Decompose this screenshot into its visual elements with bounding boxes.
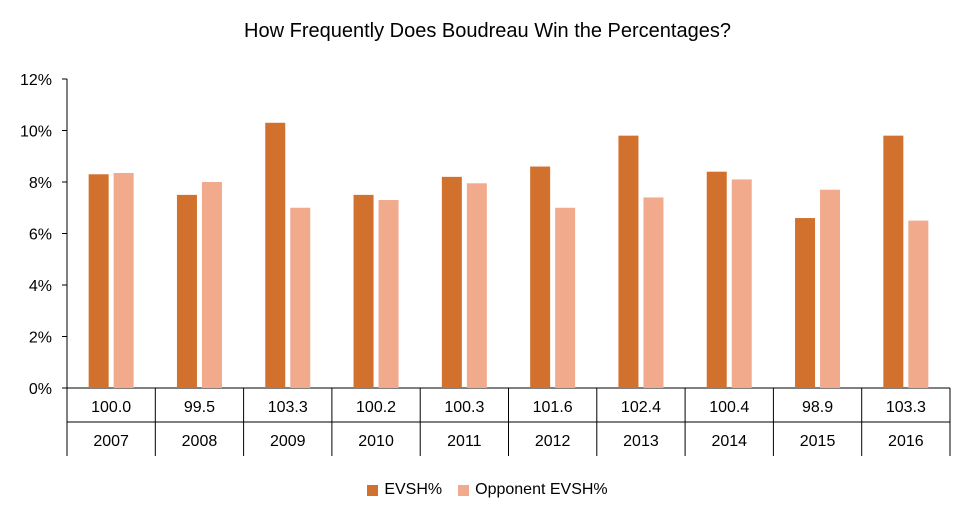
bar-evsh [618,135,639,388]
x-category-label: 2014 [711,433,747,450]
bar-evsh [706,171,727,388]
x-sub-label: 100.4 [709,399,749,416]
y-tick-label: 4% [29,278,52,295]
x-sub-label: 102.4 [621,399,661,416]
x-sub-label: 103.3 [886,399,926,416]
legend: EVSH% Opponent EVSH% [0,481,975,499]
y-tick-label: 10% [20,124,52,141]
bar-opponent-evsh [643,197,664,388]
x-category-label: 2015 [800,433,836,450]
x-sub-label: 100.0 [91,399,131,416]
x-category-label: 2012 [535,433,571,450]
bar-evsh [441,176,462,388]
bar-evsh [88,174,109,388]
bar-opponent-evsh [555,207,576,388]
legend-label-opponent-evsh: Opponent EVSH% [475,481,608,498]
x-sub-label: 100.2 [356,399,396,416]
bar-evsh [353,194,374,388]
y-tick-label: 6% [29,227,52,244]
y-tick-label: 0% [29,381,52,398]
bar-evsh [883,135,904,388]
x-category-label: 2016 [888,433,924,450]
bar-opponent-evsh [731,179,752,388]
bar-evsh [530,166,551,388]
y-tick-label: 8% [29,175,52,192]
bar-evsh [795,218,816,388]
bar-opponent-evsh [201,182,222,388]
x-sub-label: 99.5 [184,399,215,416]
legend-label-evsh: EVSH% [384,481,443,498]
bar-opponent-evsh [290,207,311,388]
legend-swatch-evsh [367,484,379,496]
legend-swatch-opponent-evsh [458,484,470,496]
chart-title: How Frequently Does Boudreau Win the Per… [244,20,731,42]
y-tick-label: 2% [29,330,52,347]
x-category-label: 2010 [358,433,394,450]
x-category-label: 2007 [93,433,129,450]
bar-opponent-evsh [466,183,487,388]
x-sub-label: 98.9 [802,399,833,416]
x-category-label: 2009 [270,433,306,450]
x-category-label: 2013 [623,433,659,450]
y-tick-label: 12% [20,72,52,89]
bar-opponent-evsh [113,172,134,388]
bar-opponent-evsh [378,200,399,388]
x-category-label: 2011 [447,433,482,450]
legend-item-evsh: EVSH% [367,481,442,499]
x-category-label: 2008 [182,433,218,450]
bar-evsh [265,122,286,389]
bar-opponent-evsh [820,189,841,388]
legend-item-opponent-evsh: Opponent EVSH% [458,481,608,499]
x-sub-label: 100.3 [444,399,484,416]
bar-evsh [176,194,197,388]
x-sub-label: 101.6 [533,399,573,416]
x-sub-label: 103.3 [268,399,308,416]
bar-opponent-evsh [908,220,929,388]
